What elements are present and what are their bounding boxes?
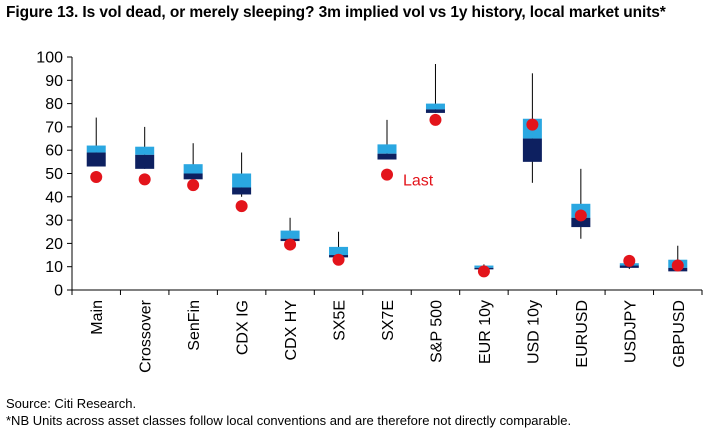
last-value-dot	[332, 253, 345, 266]
x-tick-label: USD 10y	[525, 300, 542, 364]
chart-title: Figure 13. Is vol dead, or merely sleepi…	[6, 4, 666, 21]
x-tick-label: SX5E	[332, 300, 349, 341]
last-value-dot	[526, 118, 539, 131]
last-value-dot	[187, 179, 200, 192]
box-upper	[232, 173, 252, 188]
x-tick-label: SX7E	[380, 300, 397, 341]
box-lower	[135, 154, 155, 169]
box-upper	[425, 103, 445, 110]
x-tick-label: EUR 10y	[477, 300, 494, 364]
chart-labels: 0 10 20 30 40 50 60 70 80 90 100 Main Crossover SenFi…	[36, 50, 687, 373]
y-tick-label: 10	[45, 259, 63, 276]
box-upper	[135, 146, 155, 155]
box-lower	[522, 138, 542, 162]
y-tick-label: 20	[45, 236, 63, 253]
box-lower	[86, 152, 106, 167]
last-value-dot	[138, 173, 151, 186]
x-tick-label: EURUSD	[574, 300, 591, 368]
y-tick-label: 90	[45, 73, 63, 90]
last-value-dot	[284, 238, 297, 251]
last-value-dot	[381, 168, 393, 181]
box-upper	[329, 246, 349, 256]
y-tick-label: 40	[45, 189, 63, 206]
footnote: *NB Units across asset classes follow lo…	[6, 413, 572, 428]
last-value-dot	[623, 254, 636, 267]
x-tick-label: Crossover	[138, 299, 155, 373]
x-tick-label: S&P 500	[428, 300, 445, 363]
last-value-dot	[671, 259, 684, 272]
box-lower	[425, 109, 445, 113]
axes	[67, 56, 703, 295]
last-value-dot	[235, 200, 248, 213]
last-value-dot	[477, 265, 490, 278]
y-tick-label: 30	[45, 213, 63, 230]
box-lower	[232, 187, 252, 195]
last-annotation: Last	[403, 173, 434, 190]
last-value-dot	[574, 209, 587, 222]
box-upper	[183, 164, 203, 174]
y-tick-label: 80	[45, 96, 63, 113]
last-value-dot	[429, 113, 442, 126]
y-tick-label: 0	[54, 283, 63, 300]
box-upper	[280, 230, 300, 239]
x-tick-label: USDJPY	[622, 300, 639, 363]
box-lower	[571, 217, 591, 228]
x-tick-label: Main	[89, 300, 106, 335]
x-tick-label: GBPUSD	[671, 300, 688, 368]
last-value-dot	[90, 170, 103, 183]
box-lower	[183, 173, 203, 180]
chart-marks	[86, 63, 688, 278]
x-tick-label: SenFin	[186, 300, 203, 351]
y-tick-label: 50	[45, 166, 63, 183]
x-tick-label: CDX IG	[235, 300, 252, 355]
y-tick-label: 70	[45, 119, 63, 136]
y-tick-label: 100	[36, 50, 63, 67]
x-tick-label: CDX HY	[283, 300, 300, 361]
source-note: Source: Citi Research.	[6, 396, 137, 411]
box-lower	[377, 153, 397, 160]
box-upper	[377, 144, 397, 154]
y-tick-label: 60	[45, 143, 63, 160]
box-upper	[86, 145, 106, 153]
